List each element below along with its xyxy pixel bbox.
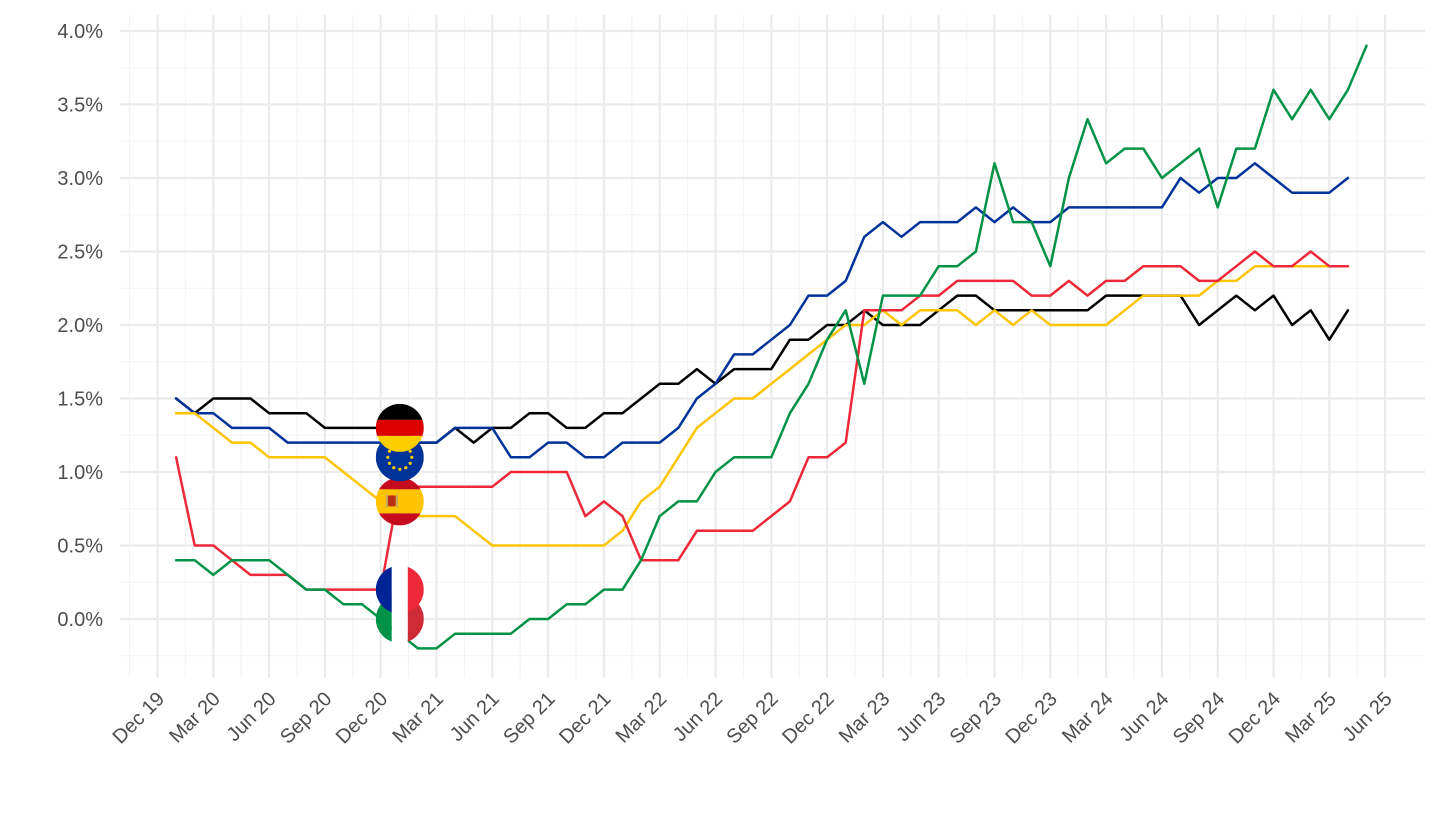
- y-tick-label: 0.0%: [57, 609, 103, 631]
- y-tick-label: 4.0%: [57, 21, 103, 43]
- x-tick-label: Sep 21: [499, 688, 559, 748]
- x-tick-label: Jun 23: [892, 688, 950, 746]
- x-tick-label: Jun 20: [223, 688, 281, 746]
- x-tick-label: Dec 22: [778, 688, 838, 748]
- y-tick-label: 3.0%: [57, 168, 103, 190]
- flag-markers: [375, 403, 424, 643]
- x-tick-label: Jun 21: [446, 688, 504, 746]
- grid: [120, 15, 1425, 678]
- x-tick-label: Sep 23: [946, 688, 1006, 748]
- y-tick-label: 3.5%: [57, 95, 103, 117]
- x-tick-label: Dec 19: [109, 688, 169, 748]
- x-tick-label: Sep 20: [276, 688, 336, 748]
- y-tick-label: 2.5%: [57, 242, 103, 264]
- series-line-italy: [174, 44, 1368, 650]
- x-tick-label: Jun 22: [669, 688, 727, 746]
- x-tick-label: Dec 24: [1225, 688, 1285, 748]
- france-flag-icon: [375, 565, 424, 614]
- y-tick-label: 1.0%: [57, 462, 103, 484]
- x-tick-label: Mar 24: [1058, 688, 1118, 748]
- series-line-euro-area: [174, 162, 1350, 459]
- germany-flag-icon: [375, 403, 424, 452]
- x-tick-label: Jun 24: [1115, 688, 1173, 746]
- x-tick-label: Dec 21: [555, 688, 615, 748]
- x-tick-label: Mar 22: [612, 688, 672, 748]
- x-tick-label: Dec 20: [332, 688, 392, 748]
- series-lines: [174, 44, 1368, 650]
- x-tick-label: Jun 25: [1339, 688, 1397, 746]
- series-line-spain: [174, 264, 1350, 547]
- y-tick-label: 1.5%: [57, 389, 103, 411]
- x-tick-label: Mar 20: [165, 688, 225, 748]
- series-line-germany: [174, 294, 1350, 444]
- x-tick-label: Mar 23: [835, 688, 895, 748]
- y-tick-label: 0.5%: [57, 536, 103, 558]
- spain-flag-icon: [375, 477, 424, 526]
- y-axis-ticks: 0.0% 0.5% 1.0% 1.5% 2.0% 2.5% 3.0% 3.5% 4.0%: [57, 21, 103, 631]
- x-tick-label: Mar 25: [1281, 688, 1341, 748]
- y-tick-label: 2.0%: [57, 315, 103, 337]
- x-tick-label: Sep 24: [1169, 688, 1229, 748]
- x-tick-label: Dec 23: [1001, 688, 1061, 748]
- x-tick-label: Mar 21: [388, 688, 448, 748]
- x-tick-label: Sep 22: [722, 688, 782, 748]
- series-line-france: [174, 250, 1350, 591]
